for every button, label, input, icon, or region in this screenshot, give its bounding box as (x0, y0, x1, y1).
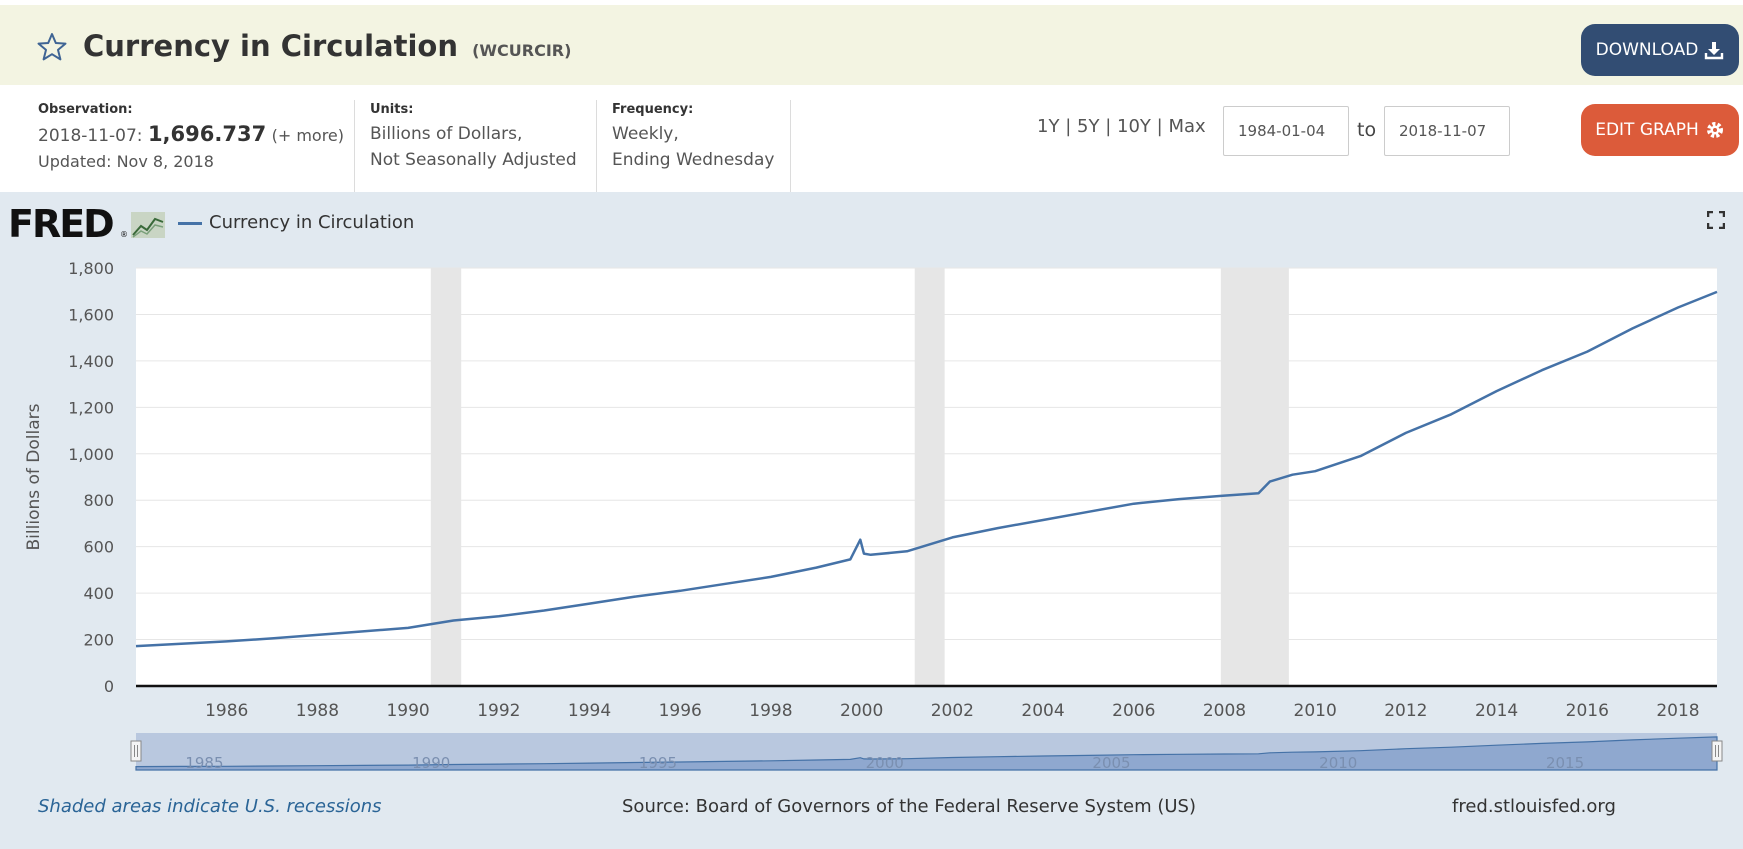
x-tick-label: 1988 (296, 701, 339, 721)
y-tick-label: 1,400 (68, 352, 114, 371)
fullscreen-icon[interactable] (1707, 211, 1725, 229)
series-id: (WCURCIR) (472, 41, 572, 60)
x-tick-label: 2010 (1294, 701, 1337, 721)
range-10y-link[interactable]: 10Y (1117, 116, 1151, 137)
divider (790, 100, 791, 192)
observation-label: Observation: (38, 102, 133, 117)
divider (596, 100, 597, 192)
x-tick-label: 2018 (1656, 701, 1699, 721)
range-1y-link[interactable]: 1Y (1037, 116, 1060, 137)
y-axis-title: Billions of Dollars (24, 403, 44, 550)
x-tick-label: 1990 (386, 701, 429, 721)
navigator-tick-label: 1985 (185, 754, 223, 772)
y-tick-label: 200 (83, 631, 114, 650)
x-tick-label: 2012 (1384, 701, 1427, 721)
units-block: Units: Billions of Dollars, Not Seasonal… (370, 102, 577, 173)
x-tick-label: 1998 (749, 701, 792, 721)
recession-note: Shaded areas indicate U.S. recessions (38, 796, 382, 817)
units-line-2: Not Seasonally Adjusted (370, 150, 577, 170)
navigator-tick-label: 1995 (639, 754, 677, 772)
units-label: Units: (370, 102, 414, 117)
x-tick-label: 2002 (931, 701, 974, 721)
divider (354, 100, 355, 192)
title-bar: Currency in Circulation (WCURCIR) DOWNLO… (0, 5, 1743, 85)
navigator-tick-label: 2010 (1319, 754, 1357, 772)
y-tick-label: 600 (83, 538, 114, 557)
recession-band (1220, 268, 1289, 686)
chart-logo-icon (131, 212, 165, 238)
fred-logo-reg: ® (120, 230, 128, 239)
star-icon[interactable] (36, 31, 68, 63)
series-title: Currency in Circulation (83, 29, 458, 63)
y-tick-label: 1,600 (68, 305, 114, 324)
x-tick-label: 2016 (1566, 701, 1609, 721)
legend-swatch (178, 222, 202, 225)
range-separator: | (1105, 116, 1112, 137)
navigator-tick-label: 2015 (1546, 754, 1584, 772)
gear-icon (1706, 122, 1723, 138)
source-note: Source: Board of Governors of the Federa… (622, 796, 1196, 817)
frequency-line-1: Weekly, (612, 124, 679, 144)
navigator-tick-label: 1990 (412, 754, 450, 772)
x-tick-label: 1992 (477, 701, 520, 721)
frequency-label: Frequency: (612, 102, 694, 117)
edit-graph-label: EDIT GRAPH (1595, 120, 1699, 140)
edit-graph-button[interactable]: EDIT GRAPH (1581, 104, 1739, 156)
y-tick-label: 400 (83, 584, 114, 603)
observation-date: 2018-11-07: (38, 126, 143, 146)
range-selector: 1Y | 5Y | 10Y | Max (1037, 116, 1206, 137)
observation-line: 2018-11-07: 1,696.737 (+ more) (38, 121, 344, 149)
y-tick-label: 0 (104, 677, 114, 696)
navigator-handle[interactable] (1711, 740, 1723, 762)
recession-band (430, 268, 462, 686)
recession-band (914, 268, 945, 686)
navigator-series (135, 736, 1718, 771)
range-separator: | (1156, 116, 1163, 137)
series-line (135, 290, 1718, 648)
x-tick-label: 2014 (1475, 701, 1518, 721)
range-5y-link[interactable]: 5Y (1077, 116, 1100, 137)
range-separator: | (1065, 116, 1072, 137)
page-title: Currency in Circulation (WCURCIR) (83, 29, 571, 63)
frequency-block: Frequency: Weekly, Ending Wednesday (612, 102, 774, 173)
x-tick-label: 2008 (1203, 701, 1246, 721)
site-link[interactable]: fred.stlouisfed.org (1452, 796, 1616, 817)
navigator-handle[interactable] (130, 740, 142, 762)
download-label: DOWNLOAD (1595, 40, 1699, 60)
y-tick-label: 1,800 (68, 259, 114, 278)
x-tick-label: 1994 (568, 701, 611, 721)
observation-value: 1,696.737 (147, 122, 267, 146)
observation-more-link[interactable]: (+ more) (271, 126, 345, 145)
y-tick-label: 1,200 (68, 398, 114, 417)
x-tick-label: 1996 (659, 701, 702, 721)
x-tick-label: 2000 (840, 701, 883, 721)
legend-label: Currency in Circulation (209, 212, 415, 233)
x-tick-label: 2006 (1112, 701, 1155, 721)
observation-block: Observation: 2018-11-07: 1,696.737 (+ mo… (38, 102, 344, 175)
updated-date: Updated: Nov 8, 2018 (38, 152, 214, 171)
navigator-tick-label: 2000 (866, 754, 904, 772)
navigator-tick-label: 2005 (1092, 754, 1130, 772)
download-icon (1705, 42, 1724, 60)
start-date-input[interactable] (1223, 106, 1349, 156)
fred-logo: FRED (8, 202, 115, 246)
y-tick-label: 800 (83, 491, 114, 510)
frequency-line-2: Ending Wednesday (612, 150, 775, 170)
x-tick-label: 1986 (205, 701, 248, 721)
y-tick-label: 1,000 (68, 445, 114, 464)
to-label: to (1357, 119, 1377, 141)
end-date-input[interactable] (1384, 106, 1510, 156)
x-tick-label: 2004 (1021, 701, 1064, 721)
download-button[interactable]: DOWNLOAD (1581, 24, 1739, 76)
units-line-1: Billions of Dollars, (370, 124, 523, 144)
range-max-link[interactable]: Max (1168, 116, 1206, 137)
